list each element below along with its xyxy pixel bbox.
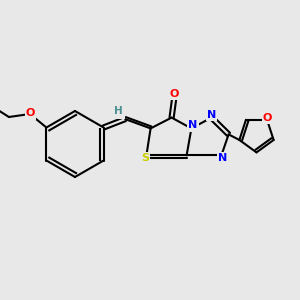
Text: N: N bbox=[188, 120, 197, 130]
Text: O: O bbox=[26, 108, 35, 118]
Text: N: N bbox=[207, 110, 216, 120]
Text: O: O bbox=[263, 113, 272, 123]
Text: H: H bbox=[116, 107, 124, 118]
Text: S: S bbox=[141, 153, 149, 163]
Text: O: O bbox=[26, 109, 34, 119]
Text: H: H bbox=[114, 106, 123, 116]
Text: O: O bbox=[170, 89, 179, 99]
Text: N: N bbox=[218, 153, 227, 164]
